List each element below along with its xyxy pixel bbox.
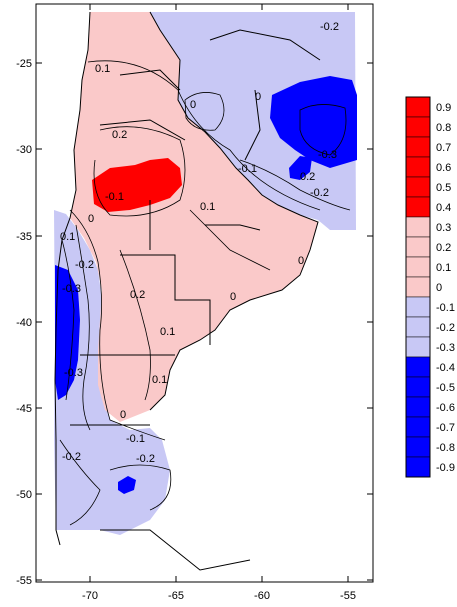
legend-swatch	[405, 116, 431, 138]
legend-swatch	[405, 376, 431, 398]
contour-label: 0.1	[60, 231, 75, 243]
y-tick-label: -55	[16, 575, 32, 587]
legend-label: -0.2	[436, 322, 455, 334]
y-tick-label: -40	[16, 317, 32, 329]
legend-swatch	[405, 196, 431, 218]
color-legend: 0.9 0.8 0.7 0.6 0.5 0.4 0.3 0.2 0.1 0 -0.1 -0.2 -0.3…	[405, 96, 455, 478]
contour-label: -0.1	[126, 433, 145, 445]
strong-negative-chile	[55, 265, 80, 400]
legend-swatch	[405, 256, 431, 278]
legend-label: -0.4	[436, 362, 455, 374]
contour-label: 0	[255, 91, 261, 103]
legend-swatch	[405, 356, 431, 378]
legend-label: 0.4	[436, 202, 451, 214]
y-tick-label: -25	[16, 58, 32, 70]
legend-swatch	[405, 436, 431, 458]
contour-label: -0.1	[238, 163, 257, 175]
legend-label: -0.3	[436, 342, 455, 354]
legend-swatch	[405, 336, 431, 358]
x-tick-label: -70	[82, 590, 98, 602]
contour-label: -0.2	[310, 187, 329, 199]
legend-swatch	[405, 236, 431, 258]
contour-label: -0.2	[62, 451, 81, 463]
contour-label: -0.1	[105, 191, 124, 203]
legend-swatch	[405, 276, 431, 298]
contour-label: 0	[230, 291, 236, 303]
contour-label: 0.1	[95, 63, 110, 75]
contour-lines	[59, 60, 351, 526]
legend-frame	[405, 96, 431, 478]
x-axis: -70 -65 -60 -55	[82, 4, 356, 602]
strong-negative-south	[118, 476, 136, 494]
y-axis: -25 -30 -35 -40 -45 -50 -55	[16, 58, 373, 587]
contour-label: 0.2	[130, 289, 145, 301]
contour-label: -0.3	[318, 149, 337, 161]
contour-label: 0.1	[160, 326, 175, 338]
contour-label: 0.2	[112, 129, 127, 141]
legend-label: 0.7	[436, 142, 451, 154]
legend-swatch	[405, 156, 431, 178]
contour-label: 0	[298, 255, 304, 267]
legend-swatch	[405, 416, 431, 438]
legend-label: 0.9	[436, 102, 451, 114]
legend-swatch	[405, 396, 431, 418]
y-tick-label: -45	[16, 403, 32, 415]
legend-label: 0	[436, 282, 442, 294]
contour-label: 0	[120, 409, 126, 421]
legend-swatch	[405, 456, 431, 478]
contour-label: 0.2	[300, 171, 315, 183]
contour-label: -0.2	[75, 259, 94, 271]
legend-label: 0.2	[436, 242, 451, 254]
strong-negative-northeast	[270, 76, 357, 168]
contour-label: -0.3	[62, 283, 81, 295]
strong-positive-center	[92, 158, 182, 212]
legend-swatch	[405, 176, 431, 198]
contour-label: 0	[190, 99, 196, 111]
legend-swatch	[405, 316, 431, 338]
y-tick-label: -30	[16, 144, 32, 156]
contour-label: -0.2	[136, 453, 155, 465]
positive-region-central	[70, 12, 318, 422]
strong-negative-uruguay	[289, 156, 312, 180]
legend-label: -0.8	[436, 442, 455, 454]
legend-label: 0.5	[436, 182, 451, 194]
legend-label: -0.1	[436, 302, 455, 314]
legend-swatch	[405, 136, 431, 158]
x-tick-label: -65	[168, 590, 184, 602]
map-fill-layer	[54, 12, 357, 535]
y-tick-label: -50	[16, 489, 32, 501]
x-tick-label: -55	[340, 590, 356, 602]
legend-label: 0.3	[436, 222, 451, 234]
contour-label: 0.1	[152, 374, 167, 386]
negative-region-west	[54, 210, 170, 535]
x-tick-label: -60	[254, 590, 270, 602]
legend-label: -0.6	[436, 402, 455, 414]
contour-label: 0	[88, 213, 94, 225]
legend-label: 0.6	[436, 162, 451, 174]
legend-swatch	[405, 296, 431, 318]
legend-label: -0.7	[436, 422, 455, 434]
contour-label-layer: -0.20.10.20.1-0.10-0.3-0.20.1000.20.10-0…	[60, 21, 339, 465]
legend-swatch	[405, 96, 431, 118]
contour-label: -0.2	[320, 21, 339, 33]
border-lines	[54, 11, 321, 571]
y-tick-label: -35	[16, 231, 32, 243]
legend-label: -0.5	[436, 382, 455, 394]
contour-label: -0.3	[64, 367, 83, 379]
legend-label: 0.8	[436, 122, 451, 134]
legend-swatch	[405, 216, 431, 238]
legend-label: -0.9	[436, 462, 455, 474]
contour-label: 0.1	[200, 201, 215, 213]
legend-label: 0.1	[436, 262, 451, 274]
